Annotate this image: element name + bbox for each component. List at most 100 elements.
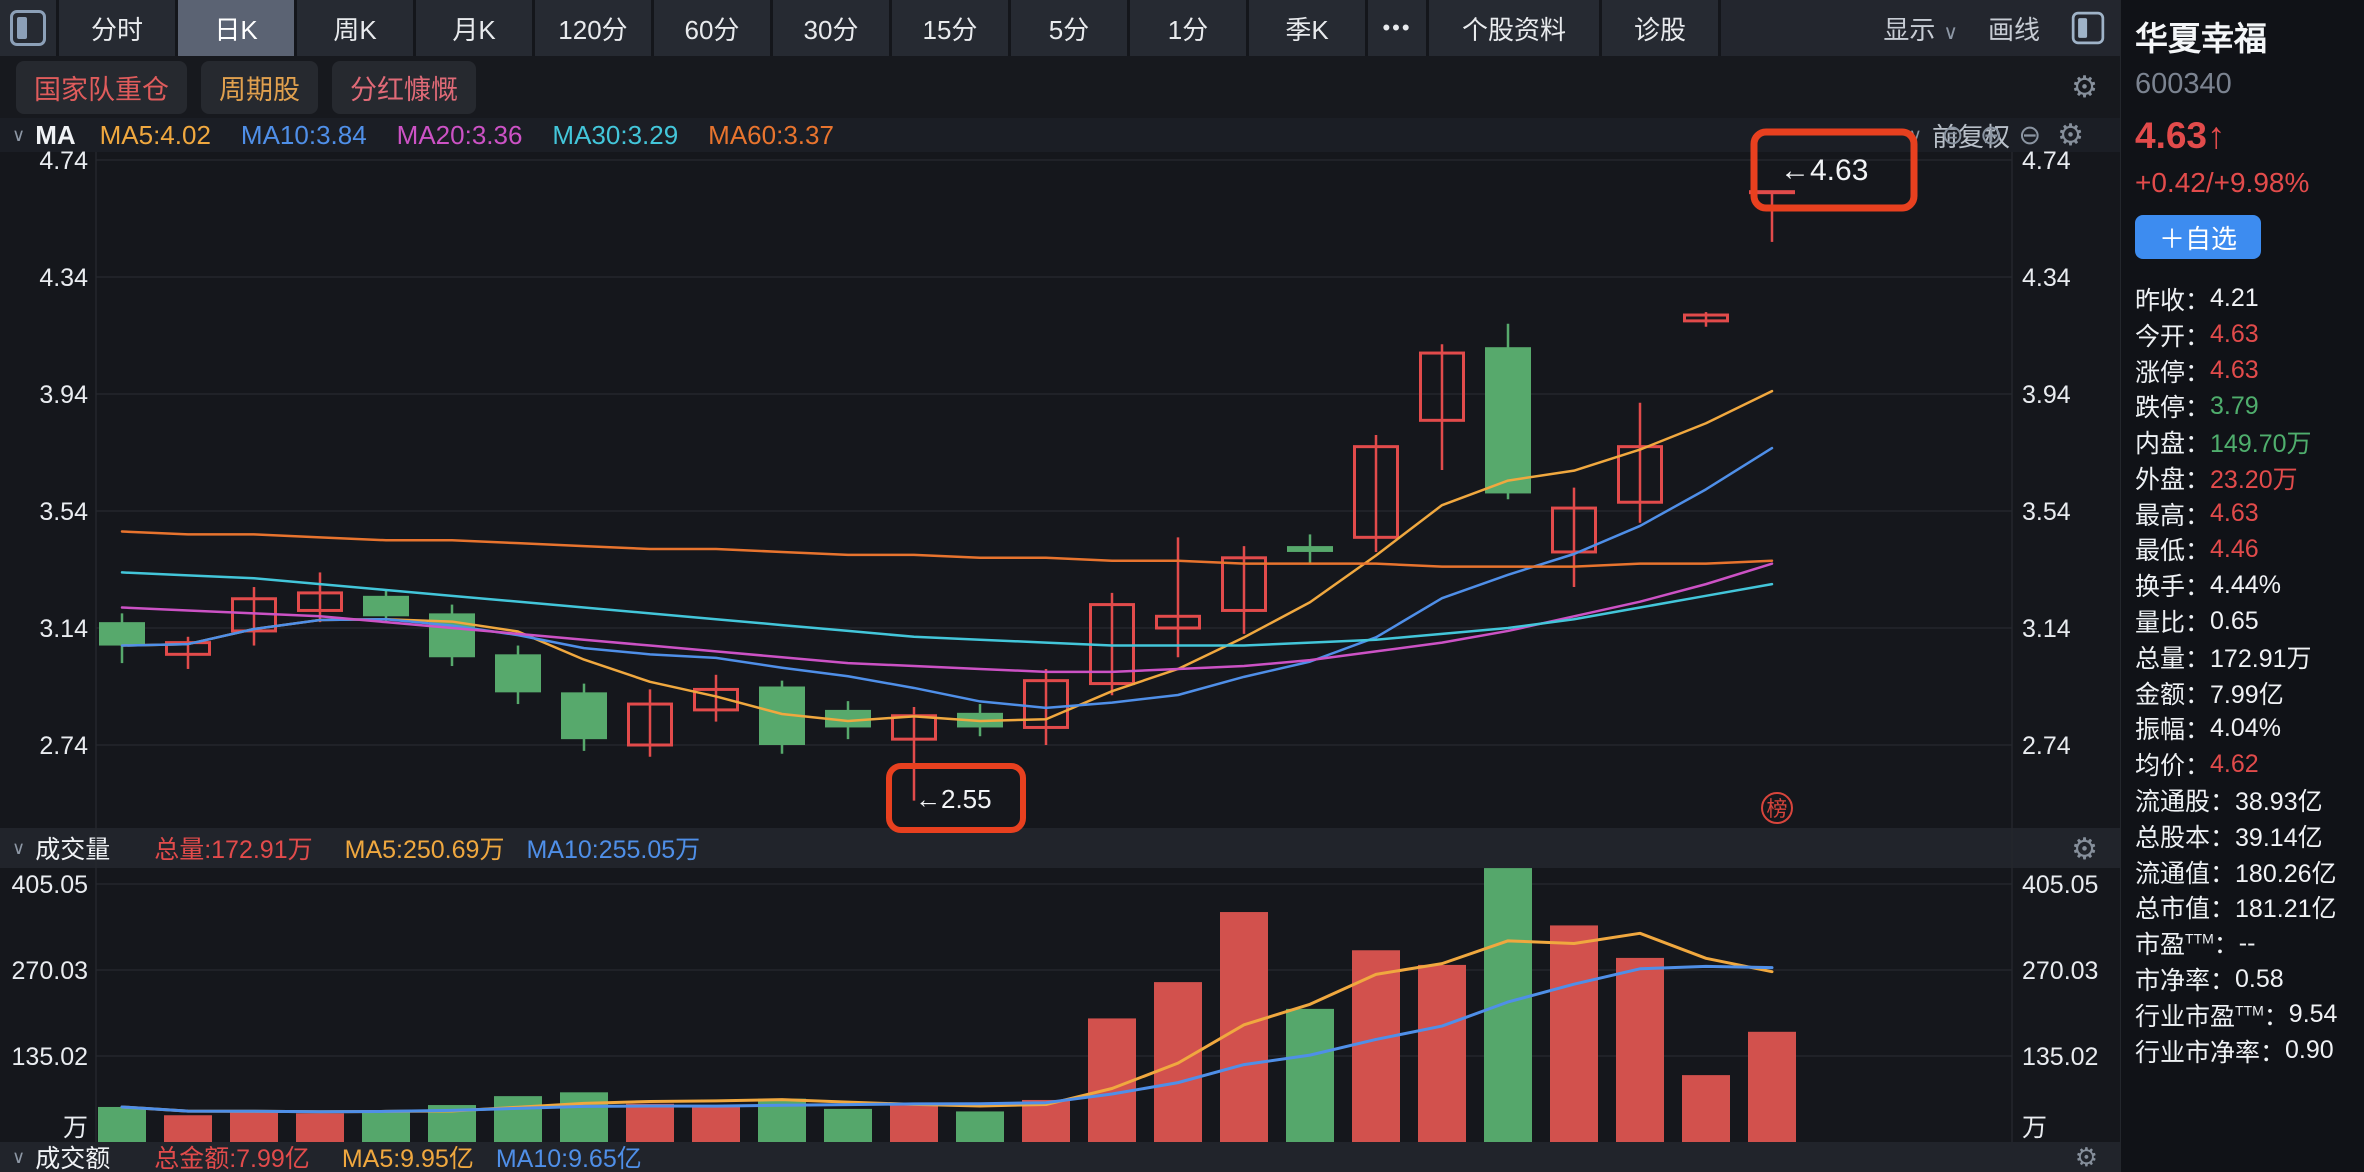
stat-value: 172.91万 xyxy=(2210,644,2312,673)
ma-legend-item: MA10:3.84 xyxy=(240,119,367,150)
stat-value: 39.14亿 xyxy=(2235,823,2323,852)
adjust-chevron-icon[interactable]: ∨ xyxy=(1908,124,1922,145)
stat-value: 23.20万 xyxy=(2210,465,2298,494)
stat-value: 38.93亿 xyxy=(2235,788,2323,817)
stat-row: 外盘： 23.20万 xyxy=(2135,460,2356,496)
toolbar: 分时 日K 周K 月K 120分 60分 30分 15分 5分 1分 季K ••• 个股资料 诊股 显示 ∨… xyxy=(0,0,2120,56)
stat-value: 180.26亿 xyxy=(2235,859,2337,888)
stat-row: 总股本： 39.14亿 xyxy=(2135,818,2356,854)
stat-row: 最低： 4.46 xyxy=(2135,534,2259,566)
ma-legend: MA5:4.02 MA10:3.84 MA20:3.36 MA30:3.29 MA60:… xyxy=(100,120,864,151)
display-menu[interactable]: 显示 ∨ xyxy=(1883,10,1958,47)
stat-value: 149.70万 xyxy=(2210,430,2312,459)
tab-月K[interactable]: 月K xyxy=(416,0,532,56)
ma-legend-item: MA30:3.29 xyxy=(552,119,679,150)
stock-tags: 国家队重仓 周期股 分红慷慨 xyxy=(16,60,476,114)
tab-诊股[interactable]: 诊股 xyxy=(1602,0,1718,56)
tab-•••[interactable]: ••• xyxy=(1368,0,1426,56)
zoom-in-icon[interactable]: ⊕ xyxy=(1979,119,2003,150)
stock-code: 600340 xyxy=(2135,68,2232,100)
stat-row: 振幅： 4.04% xyxy=(2135,713,2281,745)
amount-ma5: MA5:9.95亿 xyxy=(341,1145,474,1172)
stat-value: 4.46 xyxy=(2210,534,2259,563)
tab-120分[interactable]: 120分 xyxy=(535,0,651,56)
stat-value: 4.63 xyxy=(2210,320,2259,349)
stat-value: 0.90 xyxy=(2285,1036,2334,1065)
stat-row: 流通股： 38.93亿 xyxy=(2135,782,2356,818)
stock-quote-panel: 华夏幸福 600340 4.63↑ +0.42/+9.98% ＋自选 昨收： 4.… xyxy=(2120,0,2364,1172)
tab-5分[interactable]: 5分 xyxy=(1011,0,1127,56)
ma-settings-gear-icon[interactable]: ⚙ xyxy=(2057,118,2084,152)
tab-15分[interactable]: 15分 xyxy=(892,0,1008,56)
amount-total: 总金额:7.99亿 xyxy=(154,1145,310,1172)
volume-header-bar: ∨ 成交量 总量:172.91万 MA5:250.69万 MA10:255.05… xyxy=(0,828,2120,868)
ma-legend-item: MA5:4.02 xyxy=(99,119,211,150)
quote-stats-list: 昨收： 4.21 今开： 4.63 涨停： 4.63 跌停： 3.79 内盘： 149.70万 外盘… xyxy=(2135,281,2356,1069)
stat-value: -- xyxy=(2238,928,2256,957)
volume-title: 成交量 xyxy=(35,836,111,864)
amount-ma10: MA10:9.65亿 xyxy=(495,1145,642,1172)
draw-line-button[interactable]: 画线 xyxy=(1987,14,2040,45)
sidebar-toggle-glyph xyxy=(10,10,46,46)
collapse-ma-icon[interactable]: ∨ xyxy=(12,124,26,145)
tab-日K[interactable]: 日K xyxy=(178,0,294,56)
stat-row: 金额： 7.99亿 xyxy=(2135,675,2356,711)
ma-legend-item: MA20:3.36 xyxy=(396,119,523,150)
stat-row: 今开： 4.63 xyxy=(2135,320,2259,351)
circle-equals-icon[interactable]: ⊜ xyxy=(1941,119,1964,150)
stat-value: 0.58 xyxy=(2235,964,2284,993)
up-arrow-icon: ↑ xyxy=(2207,115,2226,156)
stat-value: 4.63 xyxy=(2210,499,2259,528)
amount-settings-gear-icon[interactable]: ⚙ xyxy=(2074,1142,2098,1172)
stat-value: 9.54 xyxy=(2288,1000,2338,1029)
tab-分时[interactable]: 分时 xyxy=(59,0,175,56)
collapse-volume-icon[interactable]: ∨ xyxy=(12,837,26,858)
collapse-amount-icon[interactable]: ∨ xyxy=(12,1146,26,1167)
stat-value: 4.21 xyxy=(2210,284,2259,313)
tab-30分[interactable]: 30分 xyxy=(773,0,889,56)
stat-value: 181.21亿 xyxy=(2235,895,2337,924)
volume-ma5: MA5:250.69万 xyxy=(344,836,505,864)
stat-row: 跌停： 3.79 xyxy=(2135,391,2259,423)
volume-total: 总量:172.91万 xyxy=(154,836,313,864)
tab-季K[interactable]: 季K xyxy=(1249,0,1365,56)
panel-toggle-left-icon[interactable] xyxy=(0,0,56,56)
stock-tag[interactable]: 周期股 xyxy=(201,60,318,114)
stat-row: 量比： 0.65 xyxy=(2135,606,2259,638)
chart-region: 国家队重仓 周期股 分红慷慨 ⚙ ∨ MA MA5:4.02 MA10:3.84 MA2… xyxy=(0,56,2120,1172)
stat-row: 市盈TTM： -- xyxy=(2135,928,2256,960)
stat-value: 0.65 xyxy=(2210,606,2259,635)
zoom-out-icon[interactable]: ⊖ xyxy=(2018,119,2042,150)
stat-row: 行业市净率： 0.90 xyxy=(2135,1036,2334,1067)
volume-ma10: MA10:255.05万 xyxy=(526,836,701,864)
amount-header-bar: ∨ 成交额 总金额:7.99亿 MA5:9.95亿 MA10:9.65亿 ⚙ xyxy=(0,1142,2120,1172)
display-menu-label: 显示 xyxy=(1883,14,1936,45)
volume-settings-gear-icon[interactable]: ⚙ xyxy=(2071,833,2098,866)
add-to-watchlist-button[interactable]: ＋自选 xyxy=(2135,215,2261,259)
adjust-mode-label[interactable]: 前复权 xyxy=(1931,121,2010,152)
last-price: 4.63↑ xyxy=(2135,115,2226,156)
stat-value: 3.79 xyxy=(2210,391,2259,420)
panel-toggle-right-icon[interactable] xyxy=(2071,11,2105,45)
tab-周K[interactable]: 周K xyxy=(297,0,413,56)
stat-value: 4.44% xyxy=(2210,570,2281,599)
stat-row: 行业市盈TTM： 9.54 xyxy=(2135,1000,2338,1031)
tab-60分[interactable]: 60分 xyxy=(654,0,770,56)
tab-个股资料[interactable]: 个股资料 xyxy=(1429,0,1599,56)
stock-tag[interactable]: 分红慷慨 xyxy=(332,60,476,114)
stat-value: 4.63 xyxy=(2210,355,2259,384)
tags-settings-gear-icon[interactable]: ⚙ xyxy=(2071,71,2098,104)
stock-tag[interactable]: 国家队重仓 xyxy=(16,60,187,114)
stat-row: 均价： 4.62 xyxy=(2135,749,2259,781)
period-tabs: 分时 日K 周K 月K 120分 60分 30分 15分 5分 1分 季K ••• 个股资料 诊股 xyxy=(59,0,1721,56)
stat-row: 总量： 172.91万 xyxy=(2135,639,2356,675)
tab-1分[interactable]: 1分 xyxy=(1130,0,1246,56)
stat-row: 昨收： 4.21 xyxy=(2135,284,2259,315)
stat-row: 流通值： 180.26亿 xyxy=(2135,854,2356,890)
toolbar-right: 显示 ∨ 画线 xyxy=(1721,0,2120,56)
ma-indicator-name: MA xyxy=(35,119,76,150)
stock-name: 华夏幸福 xyxy=(2135,20,2267,57)
stat-value: 4.04% xyxy=(2210,713,2281,742)
stat-row: 换手： 4.44% xyxy=(2135,570,2281,602)
